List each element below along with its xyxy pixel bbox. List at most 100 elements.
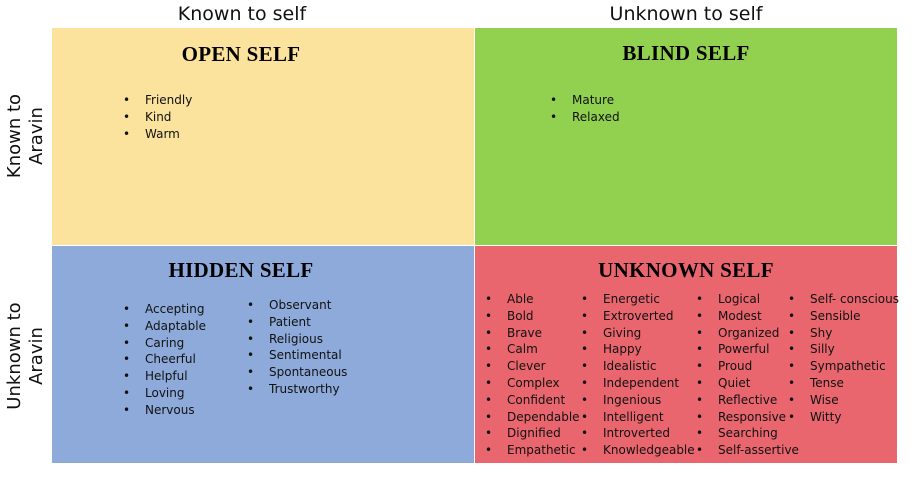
list-item: Searching [718, 426, 778, 441]
list-item: Calm [507, 342, 538, 357]
bullet: • [696, 325, 704, 340]
bullet: • [247, 348, 255, 363]
column-header: Known to self [177, 3, 307, 25]
list-item: Dependable [507, 409, 580, 424]
quadrant [52, 246, 474, 463]
bullet: • [550, 93, 558, 107]
bullet: • [123, 110, 131, 124]
list-item: Modest [718, 308, 762, 323]
list-item: Self- conscious [810, 292, 899, 306]
list-item: Patient [269, 314, 311, 329]
quadrant [475, 28, 897, 245]
bullet: • [485, 342, 493, 357]
list-item: Tense [810, 376, 844, 390]
bullet: • [485, 376, 493, 390]
list-item: Spontaneous [269, 365, 348, 380]
bullet: • [788, 308, 796, 323]
list-item: Friendly [145, 93, 193, 107]
bullet: • [696, 426, 704, 441]
bullet: • [550, 110, 558, 124]
bullet: • [581, 325, 589, 340]
bullet: • [123, 369, 131, 384]
bullet: • [696, 292, 704, 306]
list-item: Warm [145, 127, 180, 141]
list-item: Silly [810, 342, 835, 357]
quadrant-title: UNKNOWN SELF [598, 258, 774, 282]
bullet: • [581, 308, 589, 323]
list-item: Witty [810, 409, 842, 424]
list-item: Relaxed [572, 110, 620, 124]
bullet: • [696, 359, 704, 374]
list-item: Accepting [145, 302, 205, 316]
bullet: • [788, 409, 796, 424]
list-item: Nervous [145, 402, 195, 417]
bullet: • [581, 426, 589, 441]
list-item: Mature [572, 93, 615, 107]
list-item: Confident [507, 392, 566, 407]
bullet: • [247, 298, 255, 312]
bullet: • [788, 359, 796, 374]
bullet: • [247, 314, 255, 329]
bullet: • [696, 443, 704, 458]
list-item: Responsive [718, 409, 787, 424]
quadrant [52, 28, 474, 245]
list-item: Extroverted [603, 308, 674, 323]
list-item: Introverted [603, 426, 670, 441]
bullet: • [788, 325, 796, 340]
list-item: Intelligent [603, 409, 664, 424]
bullet: • [788, 292, 796, 306]
list-item: Clever [507, 359, 546, 374]
list-item: Proud [718, 359, 753, 374]
bullet: • [485, 292, 493, 306]
list-item: Cheerful [145, 352, 196, 367]
bullet: • [696, 392, 704, 407]
bullet: • [788, 342, 796, 357]
bullet: • [581, 359, 589, 374]
list-item: Religious [269, 331, 323, 346]
list-item: Bold [507, 308, 534, 323]
column-header: Unknown to self [609, 3, 763, 25]
bullet: • [581, 392, 589, 407]
bullet: • [788, 392, 796, 407]
list-item: Energetic [603, 292, 660, 306]
list-item: Wise [810, 392, 839, 407]
list-item: Complex [507, 376, 560, 390]
bullet: • [485, 443, 493, 458]
bullet: • [485, 325, 493, 340]
bullet: • [696, 308, 704, 323]
bullet: • [581, 342, 589, 357]
bullet: • [696, 409, 704, 424]
bullet: • [123, 318, 131, 333]
quadrant [475, 246, 897, 463]
bullet: • [247, 382, 255, 396]
list-item: Empathetic [507, 443, 576, 458]
bullet: • [123, 402, 131, 417]
row-header: Known to Aravin [4, 93, 47, 179]
list-item: Powerful [718, 342, 770, 357]
quadrant-title: BLIND SELF [622, 41, 750, 65]
list-item: Knowledgeable [603, 443, 695, 458]
quadrant-title: HIDDEN SELF [168, 258, 314, 282]
bullet: • [485, 308, 493, 323]
bullet: • [123, 335, 131, 350]
list-item: Ingenious [603, 392, 662, 407]
list-item: Organized [718, 325, 780, 340]
list-item: Idealistic [603, 359, 657, 374]
bullet: • [581, 443, 589, 458]
bullet: • [696, 342, 704, 357]
bullet: • [123, 302, 131, 316]
bullet: • [485, 409, 493, 424]
list-item: Observant [269, 298, 332, 312]
bullet: • [485, 392, 493, 407]
list-item: Loving [145, 386, 185, 400]
list-item: Shy [810, 325, 833, 340]
list-item: Independent [603, 376, 680, 390]
list-item: Caring [145, 335, 185, 350]
list-item: Sympathetic [810, 359, 886, 374]
bullet: • [485, 359, 493, 374]
list-item: Adaptable [145, 318, 206, 333]
list-item: Reflective [718, 392, 778, 407]
list-item: Happy [603, 342, 642, 357]
list-item: Brave [507, 325, 543, 340]
